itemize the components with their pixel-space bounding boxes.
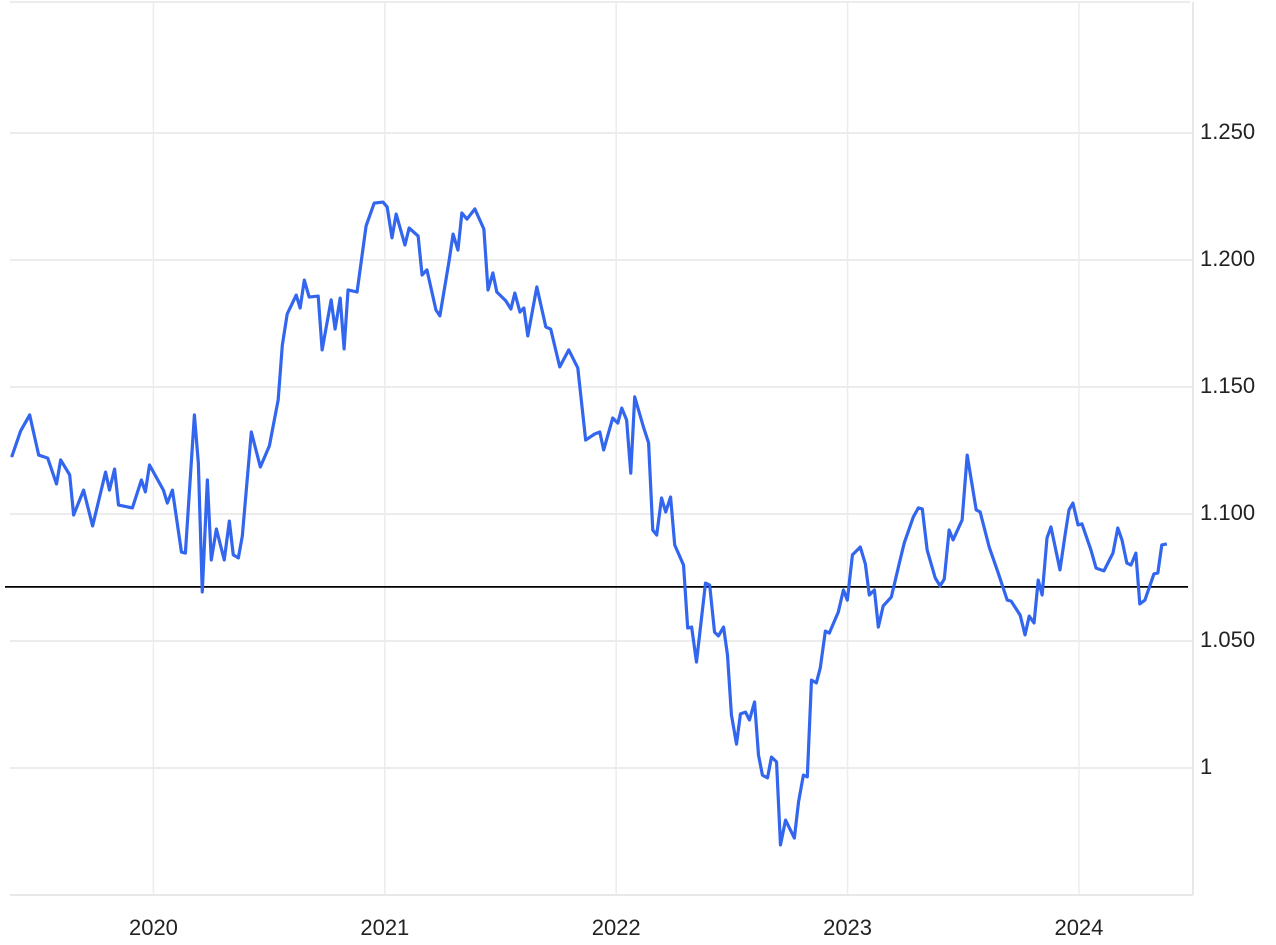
y-tick-label: 1.150 <box>1200 373 1255 398</box>
x-tick-label: 2022 <box>592 915 641 940</box>
x-tick-label: 2024 <box>1054 915 1103 940</box>
x-tick-label: 2021 <box>360 915 409 940</box>
x-tick-label: 2023 <box>823 915 872 940</box>
y-tick-label: 1.200 <box>1200 246 1255 271</box>
y-tick-label: 1.050 <box>1200 627 1255 652</box>
x-tick-label: 2020 <box>129 915 178 940</box>
y-tick-label: 1.100 <box>1200 500 1255 525</box>
line-series <box>10 200 1168 847</box>
y-tick-label: 1 <box>1200 754 1212 779</box>
y-tick-label: 1.250 <box>1200 119 1255 144</box>
